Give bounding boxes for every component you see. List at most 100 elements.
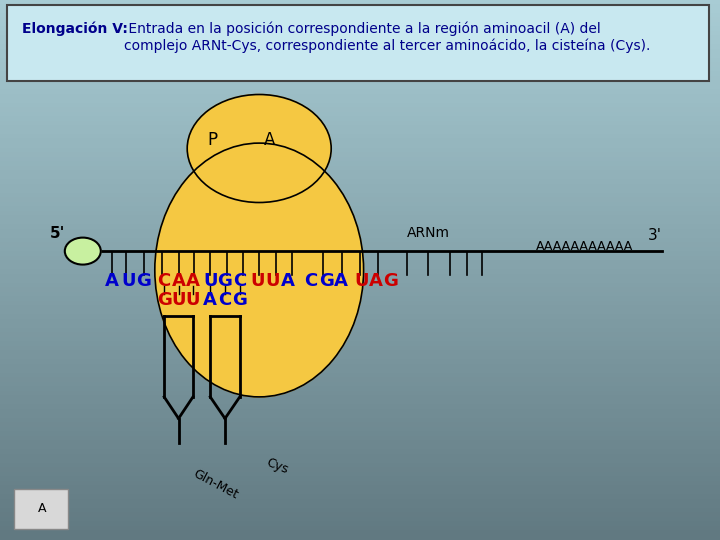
- Bar: [0, 50, 720, 54]
- Bar: [0, 522, 720, 526]
- Text: C: C: [158, 272, 171, 290]
- Bar: [0, 418, 720, 423]
- Bar: [0, 310, 720, 315]
- Bar: [0, 342, 720, 347]
- Text: Cys: Cys: [264, 456, 290, 477]
- Bar: [0, 396, 720, 401]
- Bar: [0, 387, 720, 392]
- Bar: [0, 360, 720, 364]
- Bar: [0, 207, 720, 212]
- Bar: [0, 189, 720, 193]
- Bar: [0, 23, 720, 27]
- Text: A: A: [186, 272, 200, 290]
- Bar: [0, 72, 720, 77]
- Bar: [0, 252, 720, 256]
- Bar: [0, 239, 720, 243]
- Bar: [0, 135, 720, 139]
- Bar: [0, 4, 720, 9]
- Bar: [0, 428, 720, 432]
- Text: U: U: [354, 272, 369, 290]
- Text: A: A: [203, 291, 217, 309]
- Bar: [0, 517, 720, 522]
- Bar: [0, 148, 720, 153]
- Bar: [0, 355, 720, 360]
- Bar: [0, 297, 720, 301]
- Bar: [0, 490, 720, 495]
- Bar: [0, 504, 720, 509]
- Bar: [0, 230, 720, 234]
- Bar: [0, 450, 720, 455]
- Bar: [0, 500, 720, 504]
- Bar: [0, 531, 720, 536]
- Bar: [0, 90, 720, 94]
- Text: A: A: [281, 272, 295, 290]
- FancyBboxPatch shape: [14, 489, 68, 529]
- Bar: [0, 320, 720, 324]
- Bar: [0, 14, 720, 18]
- Bar: [0, 0, 720, 4]
- Bar: [0, 216, 720, 220]
- Bar: [0, 212, 720, 216]
- Bar: [0, 45, 720, 50]
- Circle shape: [65, 238, 101, 265]
- Bar: [0, 409, 720, 414]
- Bar: [0, 270, 720, 274]
- Bar: [0, 279, 720, 284]
- Text: U: U: [203, 272, 217, 290]
- Text: C: C: [218, 291, 231, 309]
- Bar: [0, 225, 720, 229]
- Bar: [0, 139, 720, 144]
- Bar: [0, 266, 720, 270]
- Bar: [0, 455, 720, 459]
- Ellipse shape: [155, 143, 364, 397]
- Bar: [0, 347, 720, 351]
- Bar: [0, 513, 720, 517]
- Bar: [0, 369, 720, 374]
- Bar: [0, 446, 720, 450]
- Bar: [0, 324, 720, 328]
- Bar: [0, 171, 720, 176]
- Bar: [0, 274, 720, 279]
- Bar: [0, 85, 720, 90]
- Bar: [0, 153, 720, 158]
- Bar: [0, 261, 720, 266]
- Bar: [0, 247, 720, 252]
- Bar: [0, 198, 720, 202]
- Bar: [0, 414, 720, 418]
- Bar: [0, 117, 720, 122]
- Text: G: G: [383, 272, 397, 290]
- Bar: [0, 364, 720, 369]
- Text: C: C: [233, 272, 246, 290]
- Bar: [0, 374, 720, 378]
- Bar: [0, 301, 720, 306]
- Bar: [0, 108, 720, 112]
- Text: Elongación V:: Elongación V:: [22, 22, 127, 36]
- Circle shape: [187, 94, 331, 202]
- Bar: [0, 112, 720, 117]
- Bar: [0, 463, 720, 468]
- Bar: [0, 526, 720, 531]
- Text: G: G: [137, 272, 151, 290]
- Text: Entrada en la posición correspondiente a la región aminoacil (A) del
complejo AR: Entrada en la posición correspondiente a…: [124, 22, 650, 53]
- Text: A: A: [369, 272, 383, 290]
- Text: G: G: [319, 272, 333, 290]
- Bar: [0, 94, 720, 99]
- Bar: [0, 536, 720, 540]
- Bar: [0, 441, 720, 445]
- Bar: [0, 378, 720, 382]
- Bar: [0, 338, 720, 342]
- Bar: [0, 180, 720, 185]
- Bar: [0, 104, 720, 108]
- Bar: [0, 99, 720, 104]
- Bar: [0, 18, 720, 23]
- Bar: [0, 256, 720, 261]
- Bar: [0, 306, 720, 310]
- Bar: [0, 315, 720, 320]
- Bar: [0, 54, 720, 58]
- Bar: [0, 31, 720, 36]
- Bar: [0, 58, 720, 63]
- Text: U: U: [171, 291, 186, 309]
- Bar: [0, 333, 720, 338]
- Bar: [0, 81, 720, 85]
- Bar: [0, 401, 720, 405]
